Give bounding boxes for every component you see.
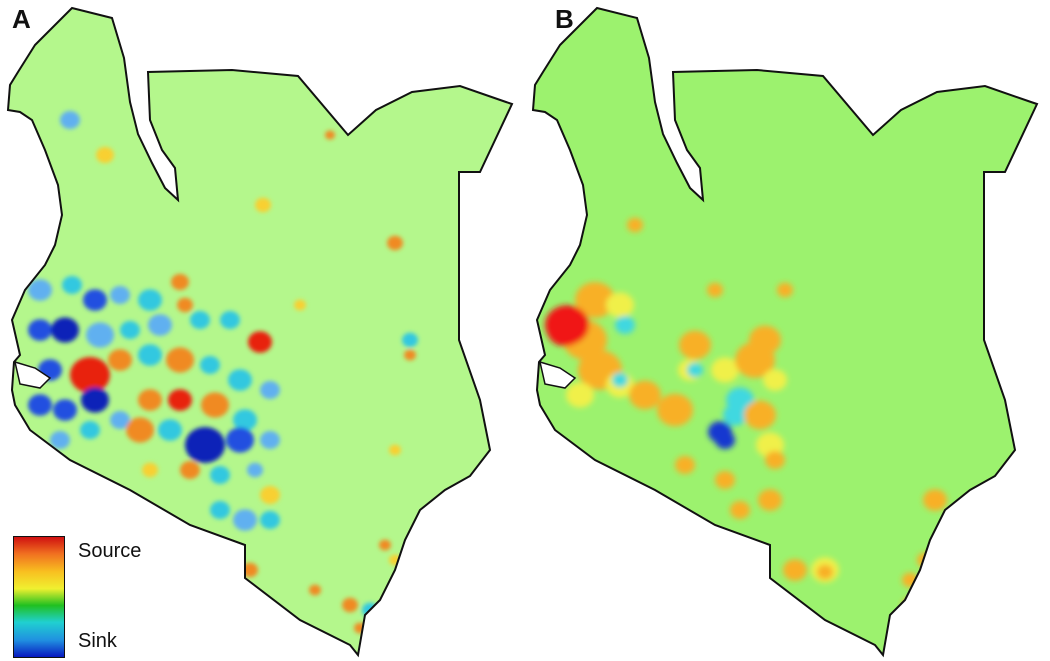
raster-cell-a	[260, 486, 280, 504]
raster-cell-a	[81, 387, 109, 413]
raster-cell-a	[28, 279, 52, 301]
raster-cell-a	[260, 431, 280, 449]
raster-cell-b	[606, 292, 634, 318]
raster-cell-a	[110, 286, 130, 304]
raster-cell-a	[138, 344, 162, 366]
map-b-canvas	[532, 7, 1038, 656]
raster-cell-a	[142, 462, 158, 478]
raster-cell-a	[260, 511, 280, 529]
raster-cell-b	[777, 282, 793, 298]
raster-cell-a	[325, 130, 335, 140]
raster-cell-a	[260, 381, 280, 399]
map-a-canvas	[7, 7, 513, 656]
raster-cell-a	[402, 332, 418, 348]
map-panel-b: B	[525, 0, 1050, 661]
raster-cell-a	[210, 466, 230, 484]
raster-cell-a	[201, 392, 229, 418]
raster-cell-b	[675, 456, 695, 474]
raster-cell-a	[190, 311, 210, 329]
raster-cell-a	[342, 597, 358, 613]
raster-cell-b	[707, 282, 723, 298]
raster-cell-b	[744, 400, 776, 430]
raster-cell-a	[86, 322, 114, 348]
raster-cell-a	[226, 427, 254, 453]
raster-cell-a	[200, 356, 220, 374]
raster-cell-a	[180, 461, 200, 479]
raster-cell-a	[60, 111, 80, 129]
raster-cell-b	[783, 559, 807, 581]
legend-color-bar	[13, 536, 65, 658]
raster-cell-a	[233, 509, 257, 531]
raster-cell-a	[50, 431, 70, 449]
raster-cell-b	[687, 362, 703, 378]
raster-cell-a	[294, 299, 306, 311]
raster-cell-a	[80, 421, 100, 439]
raster-cell-a	[166, 347, 194, 373]
raster-cell-b	[679, 330, 711, 360]
raster-cell-b	[715, 471, 735, 489]
legend-sink-label: Sink	[78, 630, 117, 652]
raster-cell-b	[627, 217, 643, 233]
color-legend: Source Sink	[10, 536, 170, 658]
legend-source-label: Source	[78, 540, 142, 562]
raster-cell-a	[138, 289, 162, 311]
raster-cell-b	[723, 404, 747, 426]
raster-cell-a	[389, 444, 401, 456]
raster-cell-a	[387, 235, 403, 251]
raster-cell-a	[220, 311, 240, 329]
raster-cell-b	[612, 372, 628, 388]
raster-cell-b	[817, 564, 833, 580]
lake-victoria-shore-b	[538, 360, 577, 389]
map-panel-a: A Source Sink	[7, 4, 513, 658]
raster-cell-a	[248, 331, 272, 353]
panel-label-a: A	[12, 4, 31, 34]
raster-cell-a	[247, 462, 263, 478]
raster-cell-a	[404, 349, 416, 361]
raster-cell-a	[120, 321, 140, 339]
raster-cell-a	[171, 273, 189, 291]
raster-cell-b	[749, 325, 781, 355]
raster-cell-b	[575, 282, 615, 318]
raster-cell-a	[228, 369, 252, 391]
raster-cell-b	[629, 380, 661, 410]
raster-cell-b	[967, 502, 983, 518]
raster-cell-a	[83, 289, 107, 311]
raster-cell-b	[765, 451, 785, 469]
raster-cell-b	[730, 501, 750, 519]
panel-label-b: B	[555, 4, 574, 34]
raster-cell-a	[110, 411, 130, 429]
raster-cell-a	[233, 409, 257, 431]
raster-cell-a	[210, 501, 230, 519]
raster-cell-a	[28, 319, 52, 341]
raster-cell-a	[168, 389, 192, 411]
raster-cell-a	[177, 297, 193, 313]
raster-cell-a	[158, 419, 182, 441]
raster-cell-a	[309, 584, 321, 596]
raster-cell-a	[379, 539, 391, 551]
raster-cell-a	[255, 197, 271, 213]
raster-cell-a	[53, 399, 77, 421]
raster-cell-b	[547, 313, 583, 347]
raster-cell-b	[715, 431, 735, 449]
raster-cell-b	[566, 382, 594, 408]
raster-cell-a	[62, 276, 82, 294]
lake-victoria-shore-a	[13, 360, 52, 389]
raster-cell-b	[758, 489, 782, 511]
raster-cell-a	[126, 417, 154, 443]
raster-cell-a	[185, 427, 225, 463]
raster-cell-b	[797, 612, 813, 628]
raster-cell-a	[70, 357, 110, 393]
raster-cell-b	[923, 489, 947, 511]
raster-cell-a	[148, 314, 172, 336]
raster-cell-b	[763, 369, 787, 391]
raster-cell-b	[615, 316, 635, 334]
raster-cell-a	[51, 317, 79, 343]
raster-cell-a	[96, 146, 114, 164]
raster-cell-a	[108, 349, 132, 371]
raster-cell-a	[138, 389, 162, 411]
raster-cell-a	[28, 394, 52, 416]
raster-cell-b	[657, 393, 693, 427]
raster-cell-b	[711, 357, 739, 383]
